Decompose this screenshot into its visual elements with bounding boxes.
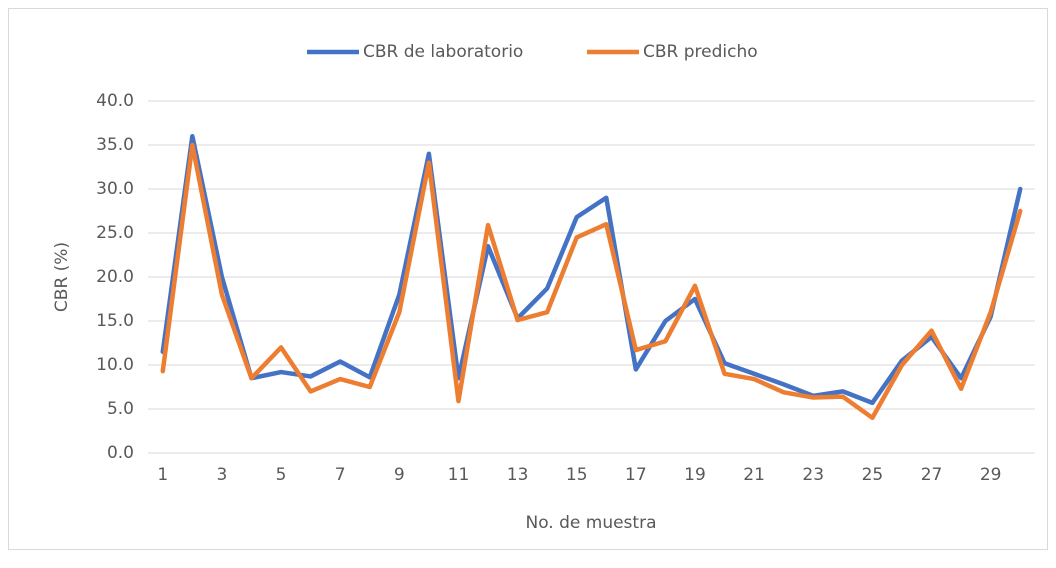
x-tick-label: 15	[566, 465, 588, 485]
x-tick-label: 25	[862, 465, 884, 485]
x-tick-label: 29	[980, 465, 1002, 485]
legend-label: CBR de laboratorio	[363, 42, 523, 62]
x-tick-label: 17	[625, 465, 647, 485]
line-series	[160, 142, 1023, 421]
y-tick-label: 5.0	[107, 399, 134, 419]
x-tick-label: 3	[217, 465, 228, 485]
x-tick-label: 27	[921, 465, 943, 485]
y-tick-label: 0.0	[107, 443, 134, 463]
y-tick-label: 15.0	[96, 311, 134, 331]
x-tick-label: 1	[157, 465, 168, 485]
chart-frame	[8, 8, 1048, 550]
x-tick-label: 21	[743, 465, 765, 485]
line-series	[160, 133, 1023, 406]
x-axis-label: No. de muestra	[525, 513, 656, 533]
x-tick-label: 23	[802, 465, 824, 485]
x-tick-label: 5	[276, 465, 287, 485]
y-axis-label: CBR (%)	[52, 242, 72, 312]
x-tick-label: 9	[394, 465, 405, 485]
y-tick-label: 30.0	[96, 179, 134, 199]
y-tick-label: 25.0	[96, 223, 134, 243]
y-tick-label: 35.0	[96, 135, 134, 155]
x-tick-label: 13	[507, 465, 529, 485]
y-tick-label: 20.0	[96, 267, 134, 287]
legend-label: CBR predicho	[643, 42, 758, 62]
x-tick-label: 7	[335, 465, 346, 485]
y-tick-label: 10.0	[96, 355, 134, 375]
x-tick-label: 19	[684, 465, 706, 485]
y-tick-label: 40.0	[96, 91, 134, 111]
x-tick-label: 11	[448, 465, 470, 485]
